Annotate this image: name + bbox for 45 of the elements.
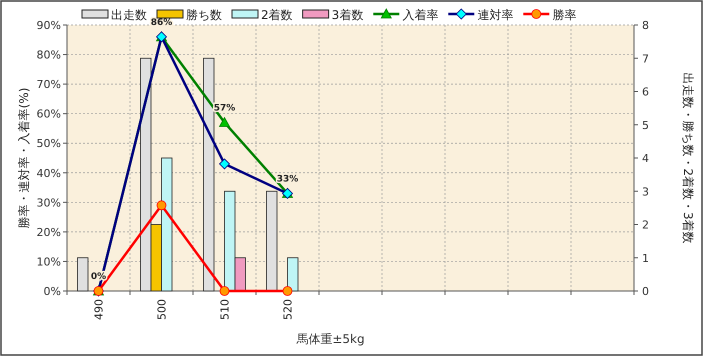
legend-label: 2着数: [261, 8, 293, 22]
y-tick-label: 10%: [36, 255, 61, 268]
legend-label: 勝ち数: [186, 8, 222, 22]
legend-label: 3着数: [332, 8, 364, 22]
y2-tick-label: 7: [642, 52, 649, 66]
legend-label: 連対率: [477, 8, 514, 22]
y-tick-label: 80%: [36, 48, 61, 62]
y-tick-label: 30%: [36, 196, 61, 210]
y2-tick-label: 3: [642, 185, 649, 198]
y-tick-label: 60%: [36, 108, 61, 121]
point: [219, 117, 230, 127]
y-tick-label: 70%: [36, 78, 61, 92]
y-tick-label: 20%: [36, 226, 61, 239]
point: [219, 158, 230, 170]
legend-label: 入着率: [402, 8, 438, 22]
legend-label: 勝率: [552, 8, 576, 22]
point: [156, 200, 166, 210]
point: [220, 286, 230, 296]
data-label: 57%: [214, 104, 236, 114]
bar: [77, 257, 88, 292]
y2-tick-label: 0: [642, 285, 649, 298]
y2-tick-label: 8: [642, 19, 649, 32]
bar: [266, 190, 278, 292]
y2-tick-label: 2: [642, 218, 649, 232]
bar: [287, 257, 298, 292]
y2-tick-label: 1: [642, 252, 649, 265]
y2-tick-label: 6: [642, 86, 649, 98]
bar: [203, 58, 214, 292]
y-axis-title: 勝率・連対率・入着率(%): [17, 88, 31, 228]
x-tick-label: 490: [92, 299, 106, 320]
y-tick-label: 40%: [36, 166, 61, 180]
point: [282, 286, 292, 296]
x-tick-label: 500: [156, 299, 168, 320]
y2-axis-title: 出走数・勝ち数・2着数・3着数: [681, 72, 695, 244]
y2-tick-label: 5: [642, 118, 649, 132]
x-axis-title: 馬体重±5kg: [295, 332, 365, 346]
y-tick-label: 90%: [36, 19, 61, 32]
x-tick-label: 510: [218, 299, 232, 320]
y-tick-label: 50%: [36, 137, 61, 150]
x-tick-label: 520: [282, 299, 294, 320]
legend-label: 出走数: [111, 8, 147, 22]
data-label: 33%: [276, 174, 298, 184]
y-tick-label: 0%: [44, 285, 61, 298]
y2-tick-label: 4: [642, 152, 649, 165]
data-label: 86%: [150, 18, 172, 28]
